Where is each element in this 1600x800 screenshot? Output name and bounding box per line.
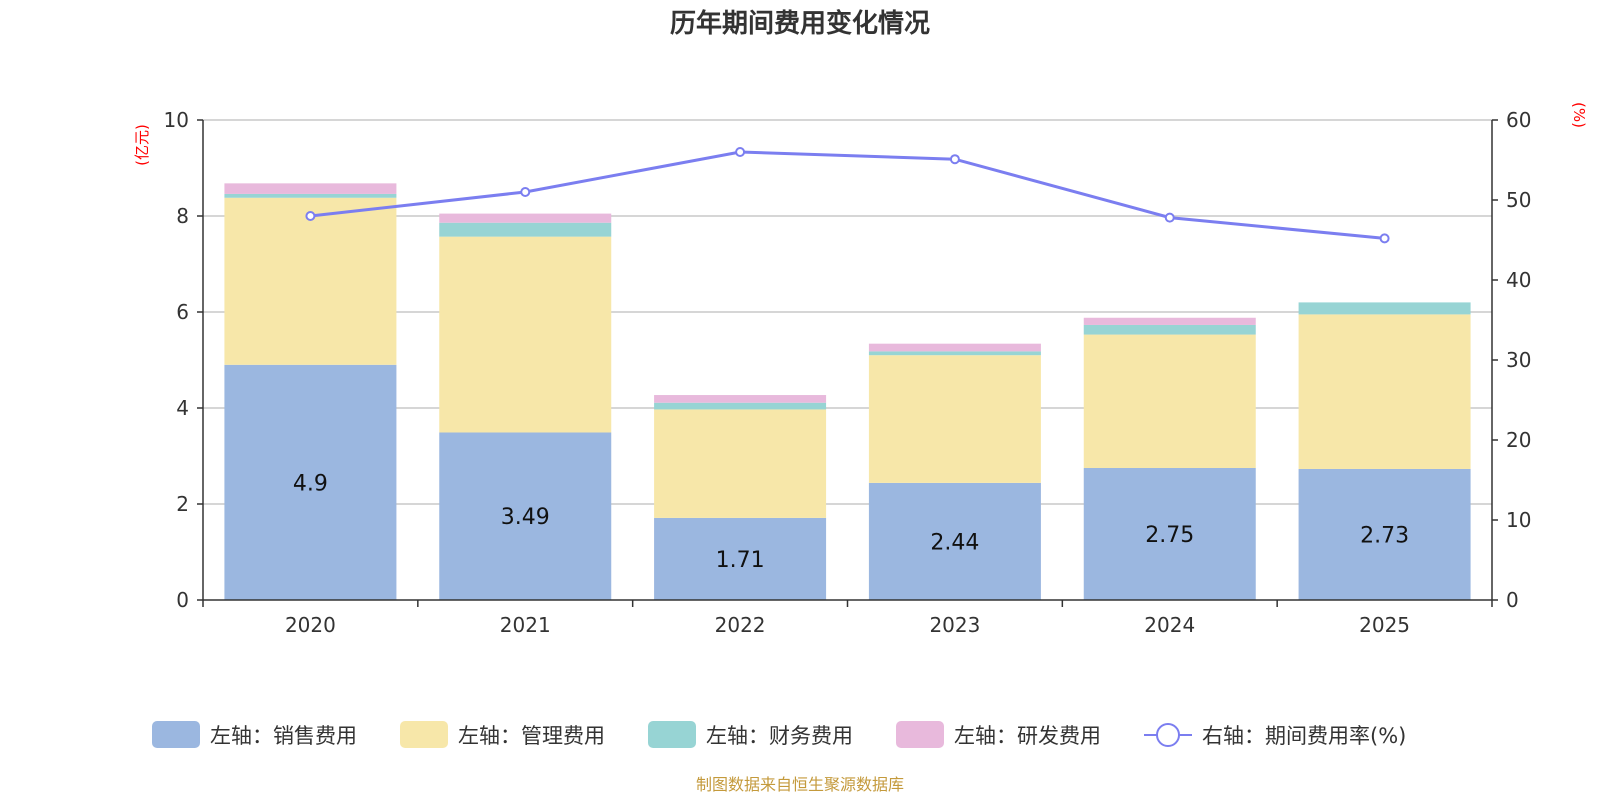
x-tick-label: 2025	[1359, 613, 1410, 637]
x-tick-label: 2021	[500, 613, 551, 637]
left-tick-label: 6	[176, 300, 189, 324]
bar-segment	[654, 517, 827, 600]
bar-segment	[1298, 302, 1471, 315]
axes: 0 2 4 6 8 10 0 10 20 30 40 50 60 2020 2021 2022 2023 2024…	[164, 108, 1532, 637]
rate-line-path	[310, 150, 1385, 240]
bar-segment	[439, 222, 612, 237]
x-tick-label: 2022	[715, 613, 766, 637]
bar-segment	[654, 402, 827, 410]
rate-point	[1164, 212, 1175, 223]
left-tick-label: 10	[164, 108, 189, 132]
bar-segment	[224, 193, 397, 198]
bar-data-label: 2.75	[1145, 523, 1194, 548]
bar-segment	[654, 395, 827, 403]
rate-point	[305, 211, 316, 221]
right-tick-label: 20	[1506, 428, 1531, 452]
legend-label: 左轴：销售费用	[210, 724, 357, 748]
bar-segment	[868, 482, 1041, 600]
bar-data-label: 2.44	[930, 530, 979, 555]
data-labels: 4.9 3.49 1.71 2.44 2.75 2.73	[293, 471, 1409, 573]
legend-swatch	[400, 721, 448, 748]
bar-segment	[439, 213, 612, 223]
rate-point	[949, 154, 960, 165]
legend-label: 右轴：期间费用率(%)	[1202, 724, 1406, 748]
legend-marker	[1156, 723, 1180, 747]
x-tick-label: 2024	[1144, 613, 1195, 637]
bar-segment	[868, 355, 1041, 483]
bar-segment	[224, 183, 397, 194]
bar-data-label: 2.73	[1360, 523, 1409, 548]
bar-data-label: 3.49	[501, 505, 550, 530]
x-tick-label: 2023	[929, 613, 980, 637]
bar-segment	[868, 343, 1041, 352]
legend-swatch	[648, 721, 696, 748]
rate-line	[305, 147, 1390, 244]
legend-swatch	[896, 721, 944, 748]
source-text: 制图数据来自恒生聚源数据库	[696, 775, 904, 794]
legend-label: 左轴：研发费用	[954, 724, 1101, 748]
bar-segment	[1083, 334, 1256, 468]
grid	[203, 119, 1492, 505]
right-tick-label: 0	[1506, 588, 1519, 612]
rate-point	[735, 147, 746, 157]
bar-data-label: 1.71	[716, 548, 765, 573]
bar-segment	[224, 197, 397, 365]
bar-segment	[224, 364, 397, 600]
right-tick-label: 30	[1506, 348, 1531, 372]
left-tick-label: 2	[176, 492, 189, 516]
rate-point	[1379, 233, 1390, 244]
right-tick-label: 10	[1506, 508, 1531, 532]
bar-segment	[1083, 317, 1256, 325]
left-tick-label: 0	[176, 588, 189, 612]
legend-label: 左轴：财务费用	[706, 724, 853, 748]
rate-point	[520, 187, 531, 197]
bar-segment	[439, 236, 612, 433]
legend: 左轴：销售费用 左轴：管理费用 左轴：财务费用 左轴：研发费用 右轴：期间费用率(%)	[152, 721, 1406, 748]
legend-swatch	[152, 721, 200, 748]
right-tick-label: 60	[1506, 108, 1531, 132]
bar-segment	[654, 409, 827, 518]
bar-segment	[1083, 324, 1256, 335]
left-tick-label: 8	[176, 204, 189, 228]
left-axis-unit: (亿元)	[133, 124, 151, 166]
left-tick-label: 4	[176, 396, 189, 420]
bars	[224, 183, 1471, 600]
right-tick-label: 50	[1506, 188, 1531, 212]
x-tick-label: 2020	[285, 613, 336, 637]
bar-segment	[1298, 468, 1471, 600]
bar-segment	[868, 351, 1041, 356]
legend-label: 左轴：管理费用	[458, 724, 605, 748]
chart-title: 历年期间费用变化情况	[670, 8, 930, 39]
right-tick-label: 40	[1506, 268, 1531, 292]
bar-segment	[1298, 314, 1471, 469]
bar-segment	[1083, 468, 1256, 600]
bar-segment	[439, 432, 612, 600]
bar-data-label: 4.9	[293, 471, 328, 496]
right-axis-unit: (%)	[1570, 102, 1588, 128]
